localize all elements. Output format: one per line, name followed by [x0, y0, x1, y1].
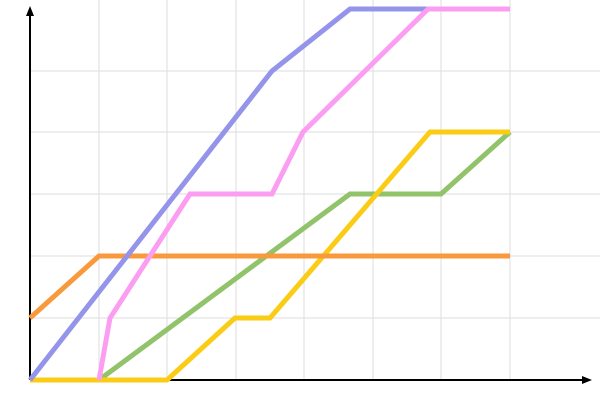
chart-axes: [26, 6, 592, 384]
horizontal-gridlines: [30, 70, 600, 319]
series-line-orange: [28, 253, 510, 320]
series-layer: [28, 6, 512, 383]
series-line-yellow: [30, 129, 510, 383]
series-line-pink: [96, 6, 510, 381]
y-axis-arrow: [26, 6, 34, 16]
x-axis-arrow: [582, 376, 592, 384]
